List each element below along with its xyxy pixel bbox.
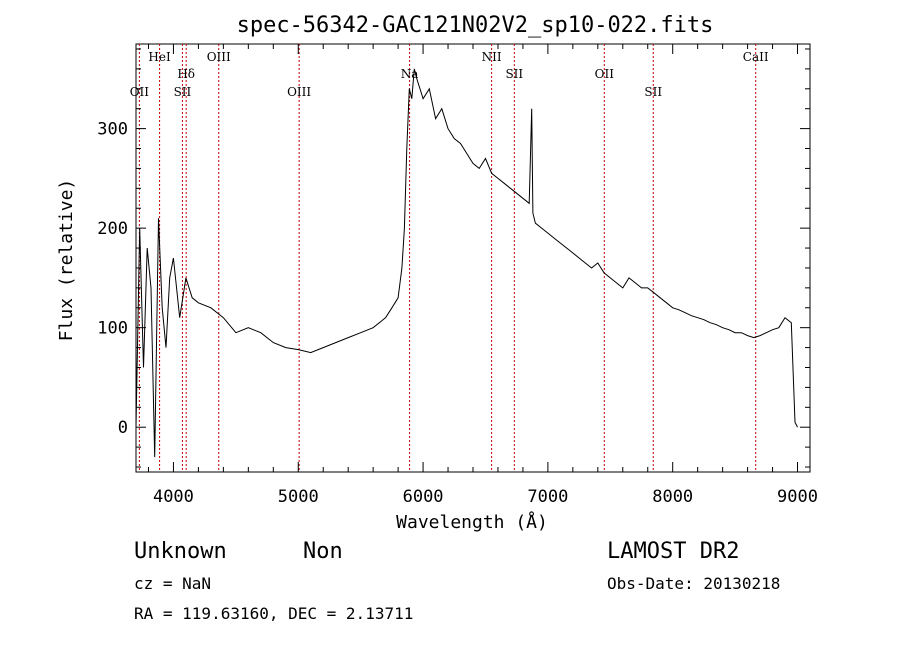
chart-title: spec-56342-GAC121N02V2_sp10-022.fits — [237, 13, 714, 38]
y-tick-label: 300 — [97, 120, 128, 140]
x-tick-label: 4000 — [153, 487, 194, 507]
x-tick-label: 5000 — [278, 487, 319, 507]
obs-date-text: Obs-Date: 20130218 — [607, 574, 781, 593]
y-tick-label: 100 — [97, 319, 128, 339]
x-axis-label: Wavelength (Å) — [396, 511, 548, 533]
subclass-label: Non — [303, 539, 343, 564]
x-tick-label: 8000 — [652, 487, 693, 507]
line-marker-label: NII — [482, 50, 502, 64]
classification-label: Unknown — [134, 539, 227, 564]
line-marker-label: OII — [130, 85, 150, 99]
coordinates-text: RA = 119.63160, DEC = 2.13711 — [134, 604, 414, 623]
y-axis-label: Flux (relative) — [56, 179, 77, 342]
line-marker-label: OIII — [207, 50, 231, 64]
spectrum-line — [135, 68, 798, 458]
line-marker-label: OII — [595, 67, 615, 81]
survey-label: LAMOST DR2 — [607, 539, 740, 564]
line-marker-label: SII — [644, 85, 662, 99]
line-marker-label: SII — [505, 67, 523, 81]
line-marker-label: Hδ — [177, 67, 195, 81]
y-tick-label: 200 — [97, 219, 128, 239]
line-marker-label: OIII — [287, 85, 311, 99]
line-marker-label: SII — [174, 85, 192, 99]
line-marker-label: HeI — [148, 50, 171, 64]
plot-frame — [135, 43, 811, 473]
line-marker-label: CaII — [743, 50, 769, 64]
x-tick-label: 7000 — [527, 487, 568, 507]
x-tick-label: 6000 — [403, 487, 444, 507]
y-tick-label: 0 — [118, 418, 128, 438]
x-tick-label: 9000 — [777, 487, 818, 507]
redshift-text: cz = NaN — [134, 574, 212, 593]
